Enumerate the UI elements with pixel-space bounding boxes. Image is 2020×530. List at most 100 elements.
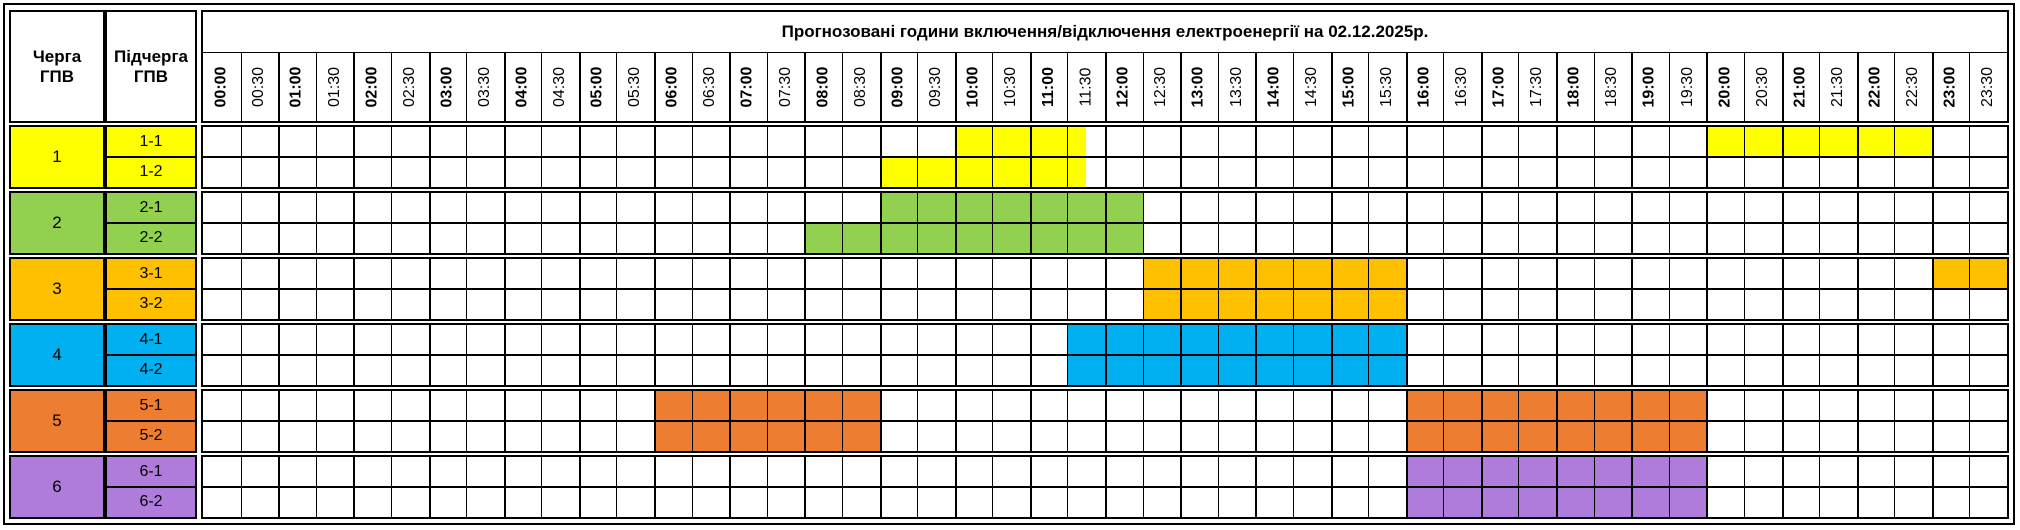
time-tick-label: 13:00 xyxy=(1189,66,1207,108)
time-tick-label: 20:30 xyxy=(1753,66,1771,108)
outage-block xyxy=(1142,259,1406,289)
time-tick: 14:30 xyxy=(1293,53,1331,121)
time-tick: 08:00 xyxy=(804,53,842,121)
time-tick: 07:00 xyxy=(729,53,767,121)
outage-block xyxy=(1405,487,1707,517)
time-tick: 20:30 xyxy=(1744,53,1782,121)
queue-number: 4 xyxy=(52,345,62,364)
outage-block xyxy=(879,193,1143,223)
queue-number: 3 xyxy=(52,279,62,298)
subqueue-label: 6-2 xyxy=(107,487,195,517)
subqueue-label: 1-1 xyxy=(107,127,195,157)
subqueue-label: 3-2 xyxy=(107,289,195,319)
time-tick: 19:30 xyxy=(1669,53,1707,121)
subqueue-code: 6-1 xyxy=(139,463,163,480)
time-tick-label: 17:00 xyxy=(1490,66,1508,108)
queue-label: 1 xyxy=(9,125,105,189)
time-tick: 05:00 xyxy=(579,53,617,121)
outage-block xyxy=(1405,421,1707,451)
time-tick-label: 12:30 xyxy=(1152,66,1170,108)
time-tick: 18:00 xyxy=(1556,53,1594,121)
queue-number: 5 xyxy=(52,411,62,430)
subqueue-header: Підчерга ГПВ xyxy=(105,10,197,123)
time-tick: 00:00 xyxy=(203,53,241,121)
time-tick: 23:00 xyxy=(1932,53,1970,121)
outage-block xyxy=(879,157,1087,187)
queue-number: 1 xyxy=(52,147,62,166)
queue-header: Черга ГПВ xyxy=(9,10,105,123)
outage-block xyxy=(1067,325,1406,355)
time-tick-label: 21:30 xyxy=(1828,66,1846,108)
time-tick: 22:00 xyxy=(1857,53,1895,121)
subqueue-label: 6-1 xyxy=(107,457,195,487)
time-tick-label: 07:00 xyxy=(738,66,756,108)
queue-label: 2 xyxy=(9,191,105,255)
time-tick: 01:00 xyxy=(278,53,316,121)
time-tick: 17:30 xyxy=(1518,53,1556,121)
time-tick-label: 03:30 xyxy=(475,66,493,108)
subqueue-header-label: Підчерга ГПВ xyxy=(114,46,188,86)
time-tick: 15:30 xyxy=(1368,53,1406,121)
time-tick-label: 08:30 xyxy=(851,66,869,108)
time-tick-label: 06:00 xyxy=(663,66,681,108)
subqueue-code: 2-2 xyxy=(139,229,163,246)
time-tick-label: 19:30 xyxy=(1678,66,1696,108)
time-tick: 16:30 xyxy=(1443,53,1481,121)
time-tick: 00:30 xyxy=(241,53,279,121)
time-tick-label: 05:30 xyxy=(626,66,644,108)
subqueue-code: 1-2 xyxy=(139,163,163,180)
time-tick: 10:30 xyxy=(992,53,1030,121)
time-tick: 21:30 xyxy=(1819,53,1857,121)
subqueue-label: 3-1 xyxy=(107,259,195,289)
time-tick-label: 05:00 xyxy=(588,66,606,108)
time-tick-label: 09:00 xyxy=(889,66,907,108)
subqueue-label: 2-2 xyxy=(107,223,195,253)
queue-number: 2 xyxy=(52,213,62,232)
time-tick-label: 15:30 xyxy=(1377,66,1395,108)
time-tick: 08:30 xyxy=(842,53,880,121)
time-tick-label: 22:00 xyxy=(1866,66,1884,108)
time-tick-label: 19:00 xyxy=(1640,66,1658,108)
time-tick-label: 18:30 xyxy=(1603,66,1621,108)
time-tick-label: 02:30 xyxy=(400,66,418,108)
queue-label: 4 xyxy=(9,323,105,387)
time-tick-label: 08:00 xyxy=(814,66,832,108)
subqueue-code: 2-1 xyxy=(139,199,163,216)
time-tick-label: 14:00 xyxy=(1265,66,1283,108)
time-tick: 09:00 xyxy=(880,53,918,121)
time-tick: 15:00 xyxy=(1331,53,1369,121)
time-tick-label: 23:30 xyxy=(1979,66,1997,108)
time-tick-label: 11:00 xyxy=(1039,66,1057,108)
time-tick: 02:00 xyxy=(353,53,391,121)
time-tick-label: 11:30 xyxy=(1077,67,1095,107)
time-tick-label: 16:30 xyxy=(1453,66,1471,108)
time-tick: 11:30 xyxy=(1067,53,1105,121)
time-tick: 06:00 xyxy=(654,53,692,121)
time-tick: 18:30 xyxy=(1594,53,1632,121)
outage-block xyxy=(954,127,1087,157)
time-tick-label: 04:00 xyxy=(513,66,531,108)
time-tick-label: 15:00 xyxy=(1340,66,1358,108)
time-tick: 21:00 xyxy=(1782,53,1820,121)
time-tick: 09:30 xyxy=(917,53,955,121)
time-tick: 12:00 xyxy=(1105,53,1143,121)
subqueue-code: 3-2 xyxy=(139,295,163,312)
time-tick-label: 16:00 xyxy=(1415,66,1433,108)
time-tick: 10:00 xyxy=(955,53,993,121)
schedule-grid: Прогнозовані години включення/відключенн… xyxy=(201,10,2009,123)
time-tick: 12:30 xyxy=(1143,53,1181,121)
time-tick-label: 17:30 xyxy=(1528,66,1546,108)
subqueue-label: 5-2 xyxy=(107,421,195,451)
time-tick-label: 10:30 xyxy=(1002,66,1020,108)
subqueue-label: 4-2 xyxy=(107,355,195,385)
schedule-frame xyxy=(3,3,2015,525)
time-tick-label: 03:00 xyxy=(438,66,456,108)
time-tick-label: 01:00 xyxy=(287,66,305,108)
queue-label: 3 xyxy=(9,257,105,321)
subqueue-code: 4-1 xyxy=(139,331,163,348)
time-tick: 06:30 xyxy=(692,53,730,121)
time-tick-label: 12:00 xyxy=(1114,66,1132,108)
time-tick-label: 06:30 xyxy=(701,66,719,108)
subqueue-code: 5-1 xyxy=(139,397,163,414)
time-tick-label: 14:30 xyxy=(1302,66,1320,108)
